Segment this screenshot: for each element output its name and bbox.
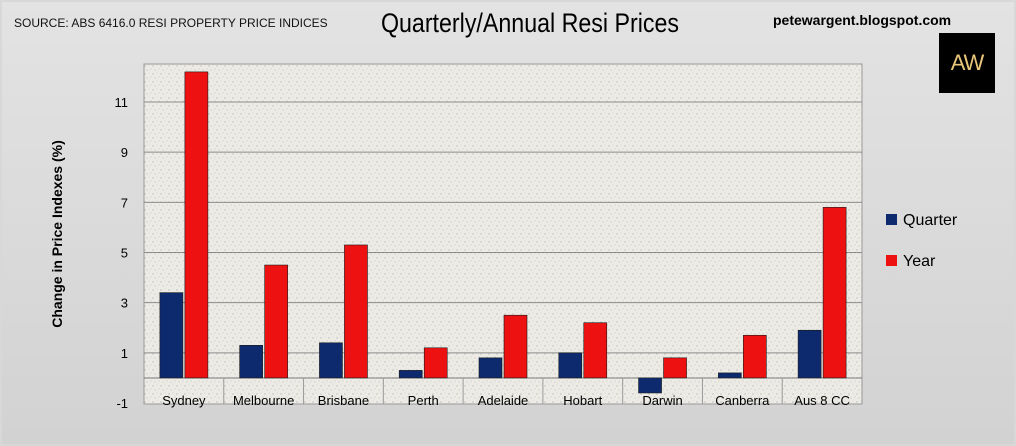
x-category-label: Adelaide [478,393,529,408]
bar-quarter-hobart [558,352,583,379]
bar-quarter-brisbane [319,342,343,379]
bar-quarter-aus-8-cc [797,329,822,379]
x-category-label: Melbourne [233,393,294,408]
bar-year-perth [423,347,448,379]
bar-year-aus-8-cc [822,207,847,379]
bar-year-brisbane [344,244,368,379]
x-category-label: Canberra [715,393,770,408]
gridlines [144,101,862,379]
bar-quarter-darwin [638,377,662,394]
bar-quarter-canberra [718,372,742,379]
y-tick-label: -1 [116,396,128,411]
y-axis-ticks: -1 1 3 5 7 9 11 [115,95,129,411]
bar-year-melbourne [264,264,288,379]
x-category-label: Brisbane [318,393,369,408]
y-tick-label: 7 [121,195,128,210]
x-category-label: Perth [408,393,439,408]
y-tick-label: 1 [121,346,128,361]
bar-year-sydney [184,71,209,379]
bar-year-hobart [583,322,608,379]
chart-title: Quarterly/Annual Resi Prices [380,8,680,38]
bar-quarter-melbourne [239,345,263,379]
aw-logo: AW [939,33,995,93]
bar-series [159,71,847,394]
bar-year-adelaide [503,314,528,379]
bar-year-canberra [743,334,767,379]
bar-quarter-sydney [159,292,184,379]
y-axis-label: Change in Price Indexes (%) [49,140,65,328]
bar-year-darwin [663,357,687,379]
y-tick-label: 9 [121,145,128,160]
y-tick-label: 3 [121,296,128,311]
bar-quarter-adelaide [478,357,503,379]
legend-label: Year [903,253,936,270]
source-note: SOURCE: ABS 6416.0 RESI PROPERTY PRICE I… [14,16,328,30]
x-category-label: Aus 8 CC [794,393,850,408]
x-category-label: Sydney [162,393,206,408]
x-category-label: Hobart [563,393,602,408]
bar-quarter-perth [398,370,423,379]
legend-label: Quarter [903,212,958,229]
legend: Quarter Year [886,212,958,270]
blog-url: petewargent.blogspot.com [773,12,952,28]
legend-swatch [886,255,897,266]
y-tick-label: 11 [115,95,129,110]
x-axis-categories: Sydney Melbourne Brisbane Perth Adelaide Hoba… [162,378,850,408]
plot-area [143,63,863,405]
legend-swatch [886,214,897,225]
y-tick-label: 5 [121,246,128,261]
x-category-label: Darwin [642,393,682,408]
